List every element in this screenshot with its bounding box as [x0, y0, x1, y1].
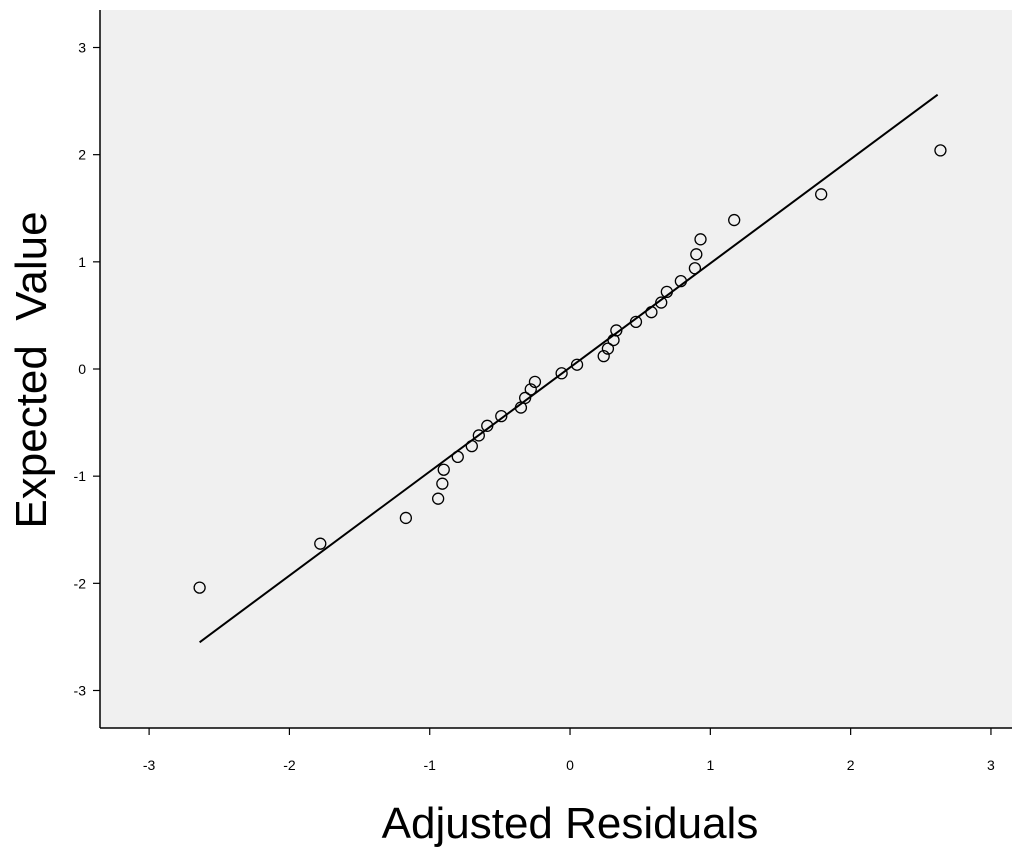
y-tick-label: -3: [74, 682, 87, 698]
data-point: [934, 144, 947, 157]
x-tick-label: 3: [987, 757, 995, 773]
data-point: [495, 410, 508, 423]
reference-line: [199, 93, 939, 644]
x-tick-label: -1: [423, 757, 436, 773]
data-point: [610, 324, 623, 337]
data-point: [660, 285, 673, 298]
data-point: [570, 358, 584, 371]
data-point: [437, 463, 450, 476]
data-point: [481, 419, 494, 432]
y-tick-label: 3: [78, 40, 86, 56]
x-axis-title: Adjusted Residuals: [382, 799, 759, 848]
data-points: [193, 144, 947, 594]
data-point: [597, 349, 610, 363]
data-point: [524, 383, 537, 396]
data-point: [690, 248, 703, 261]
plot-area: [100, 10, 1012, 728]
data-point: [815, 188, 828, 201]
data-point: [193, 581, 206, 594]
x-axis-ticks: -3 -2 -1 0 1 2 3: [143, 728, 995, 773]
data-point: [555, 367, 568, 380]
data-point: [431, 492, 445, 505]
data-point: [655, 296, 668, 309]
data-point: [436, 477, 449, 490]
y-axis-title: Expected Value: [7, 211, 56, 528]
y-tick-label: -1: [74, 468, 87, 484]
data-point: [601, 342, 615, 355]
data-point: [728, 213, 741, 227]
data-point: [694, 233, 707, 246]
data-point: [528, 375, 542, 389]
x-tick-label: 0: [566, 757, 574, 773]
data-point: [674, 274, 688, 288]
data-point: [314, 537, 327, 550]
x-tick-label: -3: [143, 757, 156, 773]
x-tick-label: -2: [283, 757, 296, 773]
data-point: [399, 511, 413, 525]
data-point: [451, 450, 464, 464]
x-tick-label: 1: [706, 757, 714, 773]
x-tick-label: 2: [847, 757, 855, 773]
y-tick-label: 2: [78, 147, 86, 163]
y-axis-ticks: -3 -2 -1 0 1 2 3: [74, 40, 100, 698]
y-tick-label: 0: [78, 361, 86, 377]
data-point: [645, 306, 658, 319]
data-point: [472, 429, 485, 442]
data-point: [629, 315, 643, 328]
data-point: [518, 391, 532, 405]
data-point: [688, 262, 702, 275]
data-point: [465, 440, 478, 453]
y-tick-label: -2: [74, 575, 87, 591]
y-tick-label: 1: [78, 254, 86, 270]
